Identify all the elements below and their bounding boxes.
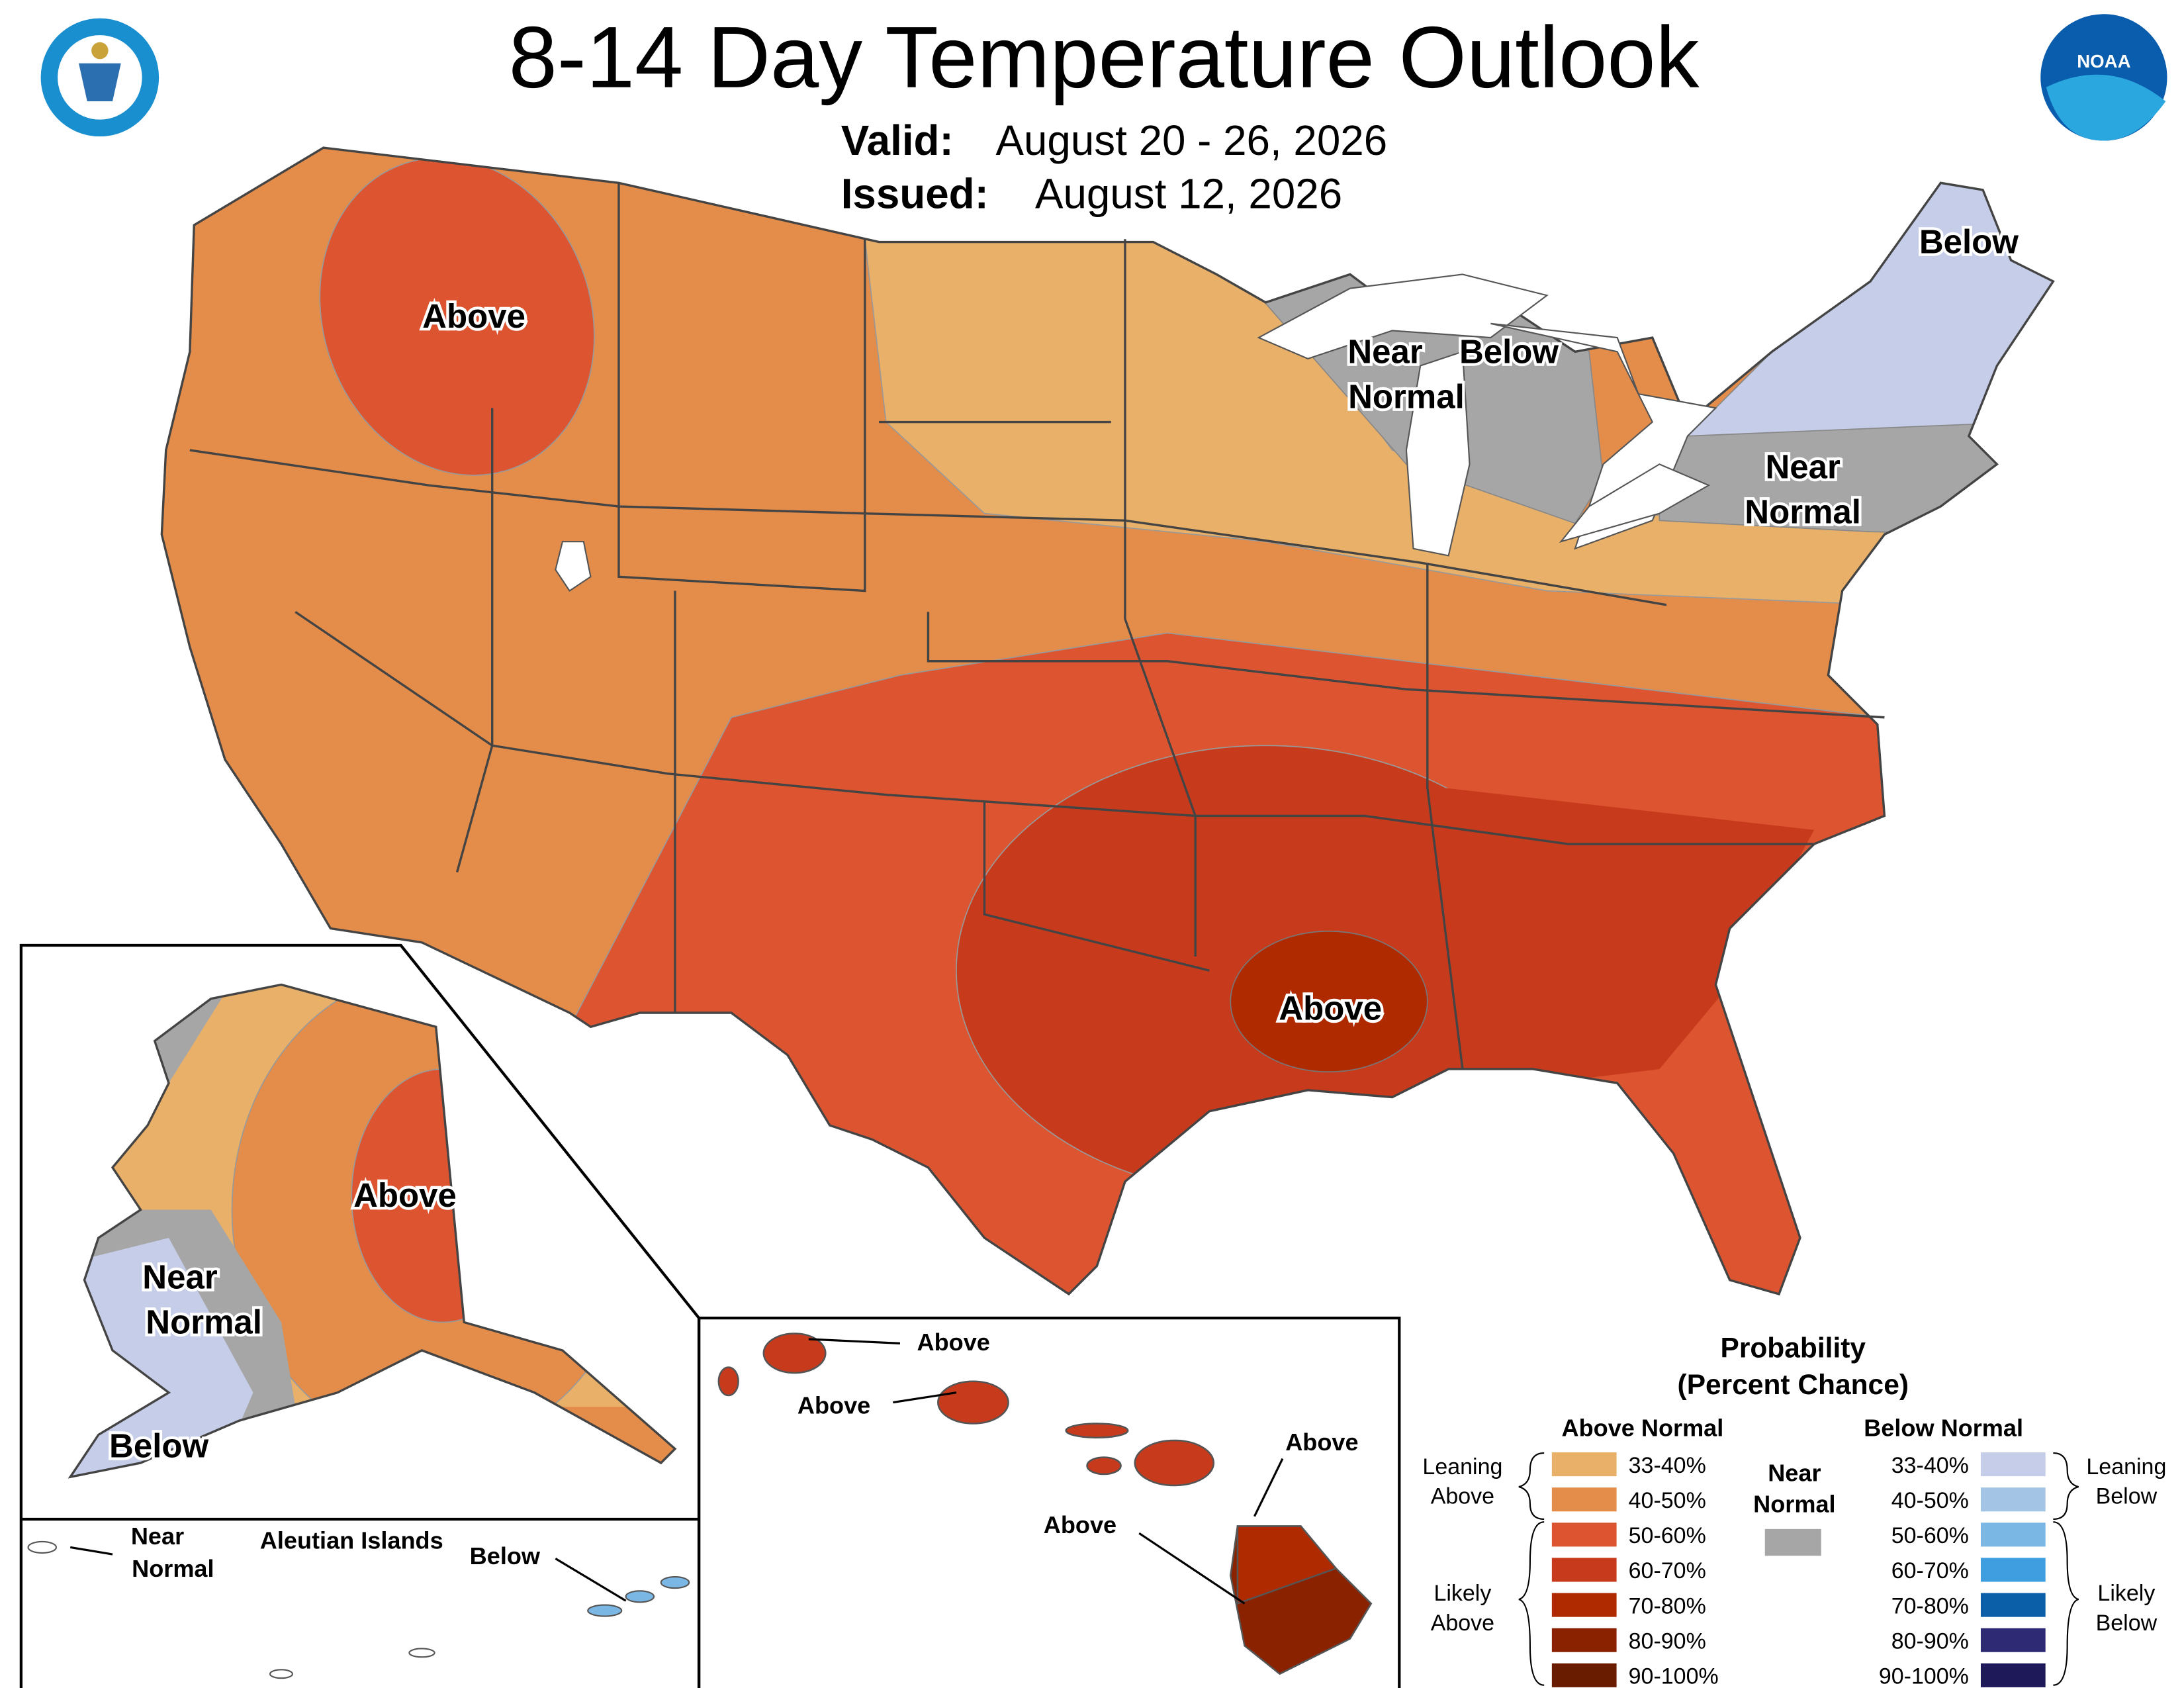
legend-bin-label: 70-80% — [1891, 1593, 1969, 1618]
issued-date: August 12, 2026 — [1035, 170, 1342, 218]
map-label: Near — [131, 1523, 184, 1550]
legend-swatch — [1979, 1521, 2047, 1548]
legend-bin-label: 80-90% — [1891, 1628, 1969, 1654]
legend-bin-label: 50-60% — [1629, 1523, 1706, 1548]
commerce-seal — [40, 18, 159, 137]
legend-group: Likely — [2097, 1581, 2155, 1606]
legend-subtitle: (Percent Chance) — [1678, 1370, 1909, 1401]
noaa-text: NOAA — [2077, 51, 2130, 71]
legend-swatch — [1979, 1486, 2047, 1513]
legend-bin-label: 33-40% — [1891, 1453, 1969, 1478]
map-label: Above — [1044, 1511, 1116, 1538]
map-label: Below — [1919, 223, 2019, 261]
noaa-logo: NOAA — [2040, 14, 2167, 141]
map-label: Normal — [146, 1303, 262, 1340]
legend-group: Leaning — [1422, 1454, 1502, 1479]
hawaii-inset-frame — [697, 1316, 1401, 1688]
legend-bin-label: 90-100% — [1879, 1664, 1969, 1688]
leader-lines — [69, 1338, 1284, 1605]
near-header: Normal — [1753, 1490, 1835, 1517]
legend-group: Leaning — [2086, 1454, 2166, 1479]
aleutian-islands — [27, 1540, 690, 1679]
below-header: Below Normal — [1864, 1415, 2023, 1442]
legend-bin-label: 40-50% — [1629, 1488, 1706, 1513]
legend-braces — [1518, 1452, 2079, 1686]
near-header: Near — [1768, 1460, 1821, 1487]
legend-swatch — [1550, 1591, 1618, 1618]
map-label: Near — [1765, 448, 1841, 486]
legend-title: Probability — [1720, 1333, 1866, 1364]
legend-bin-label: 70-80% — [1629, 1593, 1706, 1618]
valid-dates: August 20 - 26, 2026 — [995, 117, 1387, 164]
legend-swatch — [1979, 1450, 2047, 1478]
valid-label: Valid: — [841, 117, 954, 164]
legend-swatch — [1550, 1486, 1618, 1513]
map-label: Below — [1459, 332, 1559, 370]
legend-group: Below — [2096, 1484, 2158, 1509]
great-lakes — [555, 273, 1717, 592]
map-label: Near — [1347, 332, 1423, 370]
map-label: Above — [353, 1176, 457, 1214]
map-label: Above — [917, 1329, 990, 1356]
map-label: Above — [1285, 1429, 1358, 1456]
legend-swatch — [1979, 1626, 2047, 1654]
legend-swatch — [1550, 1521, 1618, 1548]
map-label: Above — [1279, 990, 1382, 1027]
map-label: Above — [797, 1392, 870, 1419]
legend-bin-label: 33-40% — [1629, 1453, 1706, 1478]
legend-bin-label: 90-100% — [1629, 1664, 1719, 1688]
map-label: Normal — [1348, 377, 1465, 415]
legend-group: Below — [2096, 1611, 2158, 1636]
legend-bin-label: 60-70% — [1891, 1558, 1969, 1583]
hawaii-islands — [717, 1333, 1373, 1675]
legend-swatch — [1550, 1556, 1618, 1583]
map-label: Normal — [132, 1555, 214, 1582]
above-header: Above Normal — [1562, 1415, 1724, 1442]
legend-swatch — [1979, 1556, 2047, 1583]
aleutian-title: Aleutian Islands — [260, 1527, 443, 1554]
legend-bin-label: 60-70% — [1629, 1558, 1706, 1583]
legend-swatch — [1550, 1662, 1618, 1688]
legend-swatch — [1550, 1626, 1618, 1654]
legend-swatch — [1550, 1450, 1618, 1478]
legend-bin-label: 40-50% — [1891, 1488, 1969, 1513]
alaska-outline — [68, 983, 677, 1479]
title: 8-14 Day Temperature Outlook — [509, 9, 1700, 106]
legend-bin-label: 50-60% — [1891, 1523, 1969, 1548]
map-label: Below — [470, 1542, 541, 1570]
legend-bin-label: 80-90% — [1629, 1628, 1706, 1654]
legend-swatch — [1979, 1662, 2047, 1688]
map-label: Above — [422, 297, 525, 335]
state-lines — [189, 183, 1885, 1070]
legend-swatch — [1979, 1591, 2047, 1618]
issued-label: Issued: — [841, 170, 989, 218]
legend-group: Above — [1431, 1484, 1494, 1509]
map-label: Normal — [1745, 493, 1861, 531]
map-label: Below — [109, 1427, 208, 1464]
map-label: Near — [142, 1258, 218, 1295]
legend-group: Likely — [1433, 1581, 1491, 1606]
legend-swatch — [1764, 1528, 1821, 1556]
alaska-fill — [70, 984, 675, 1477]
legend-group: Above — [1431, 1611, 1494, 1636]
